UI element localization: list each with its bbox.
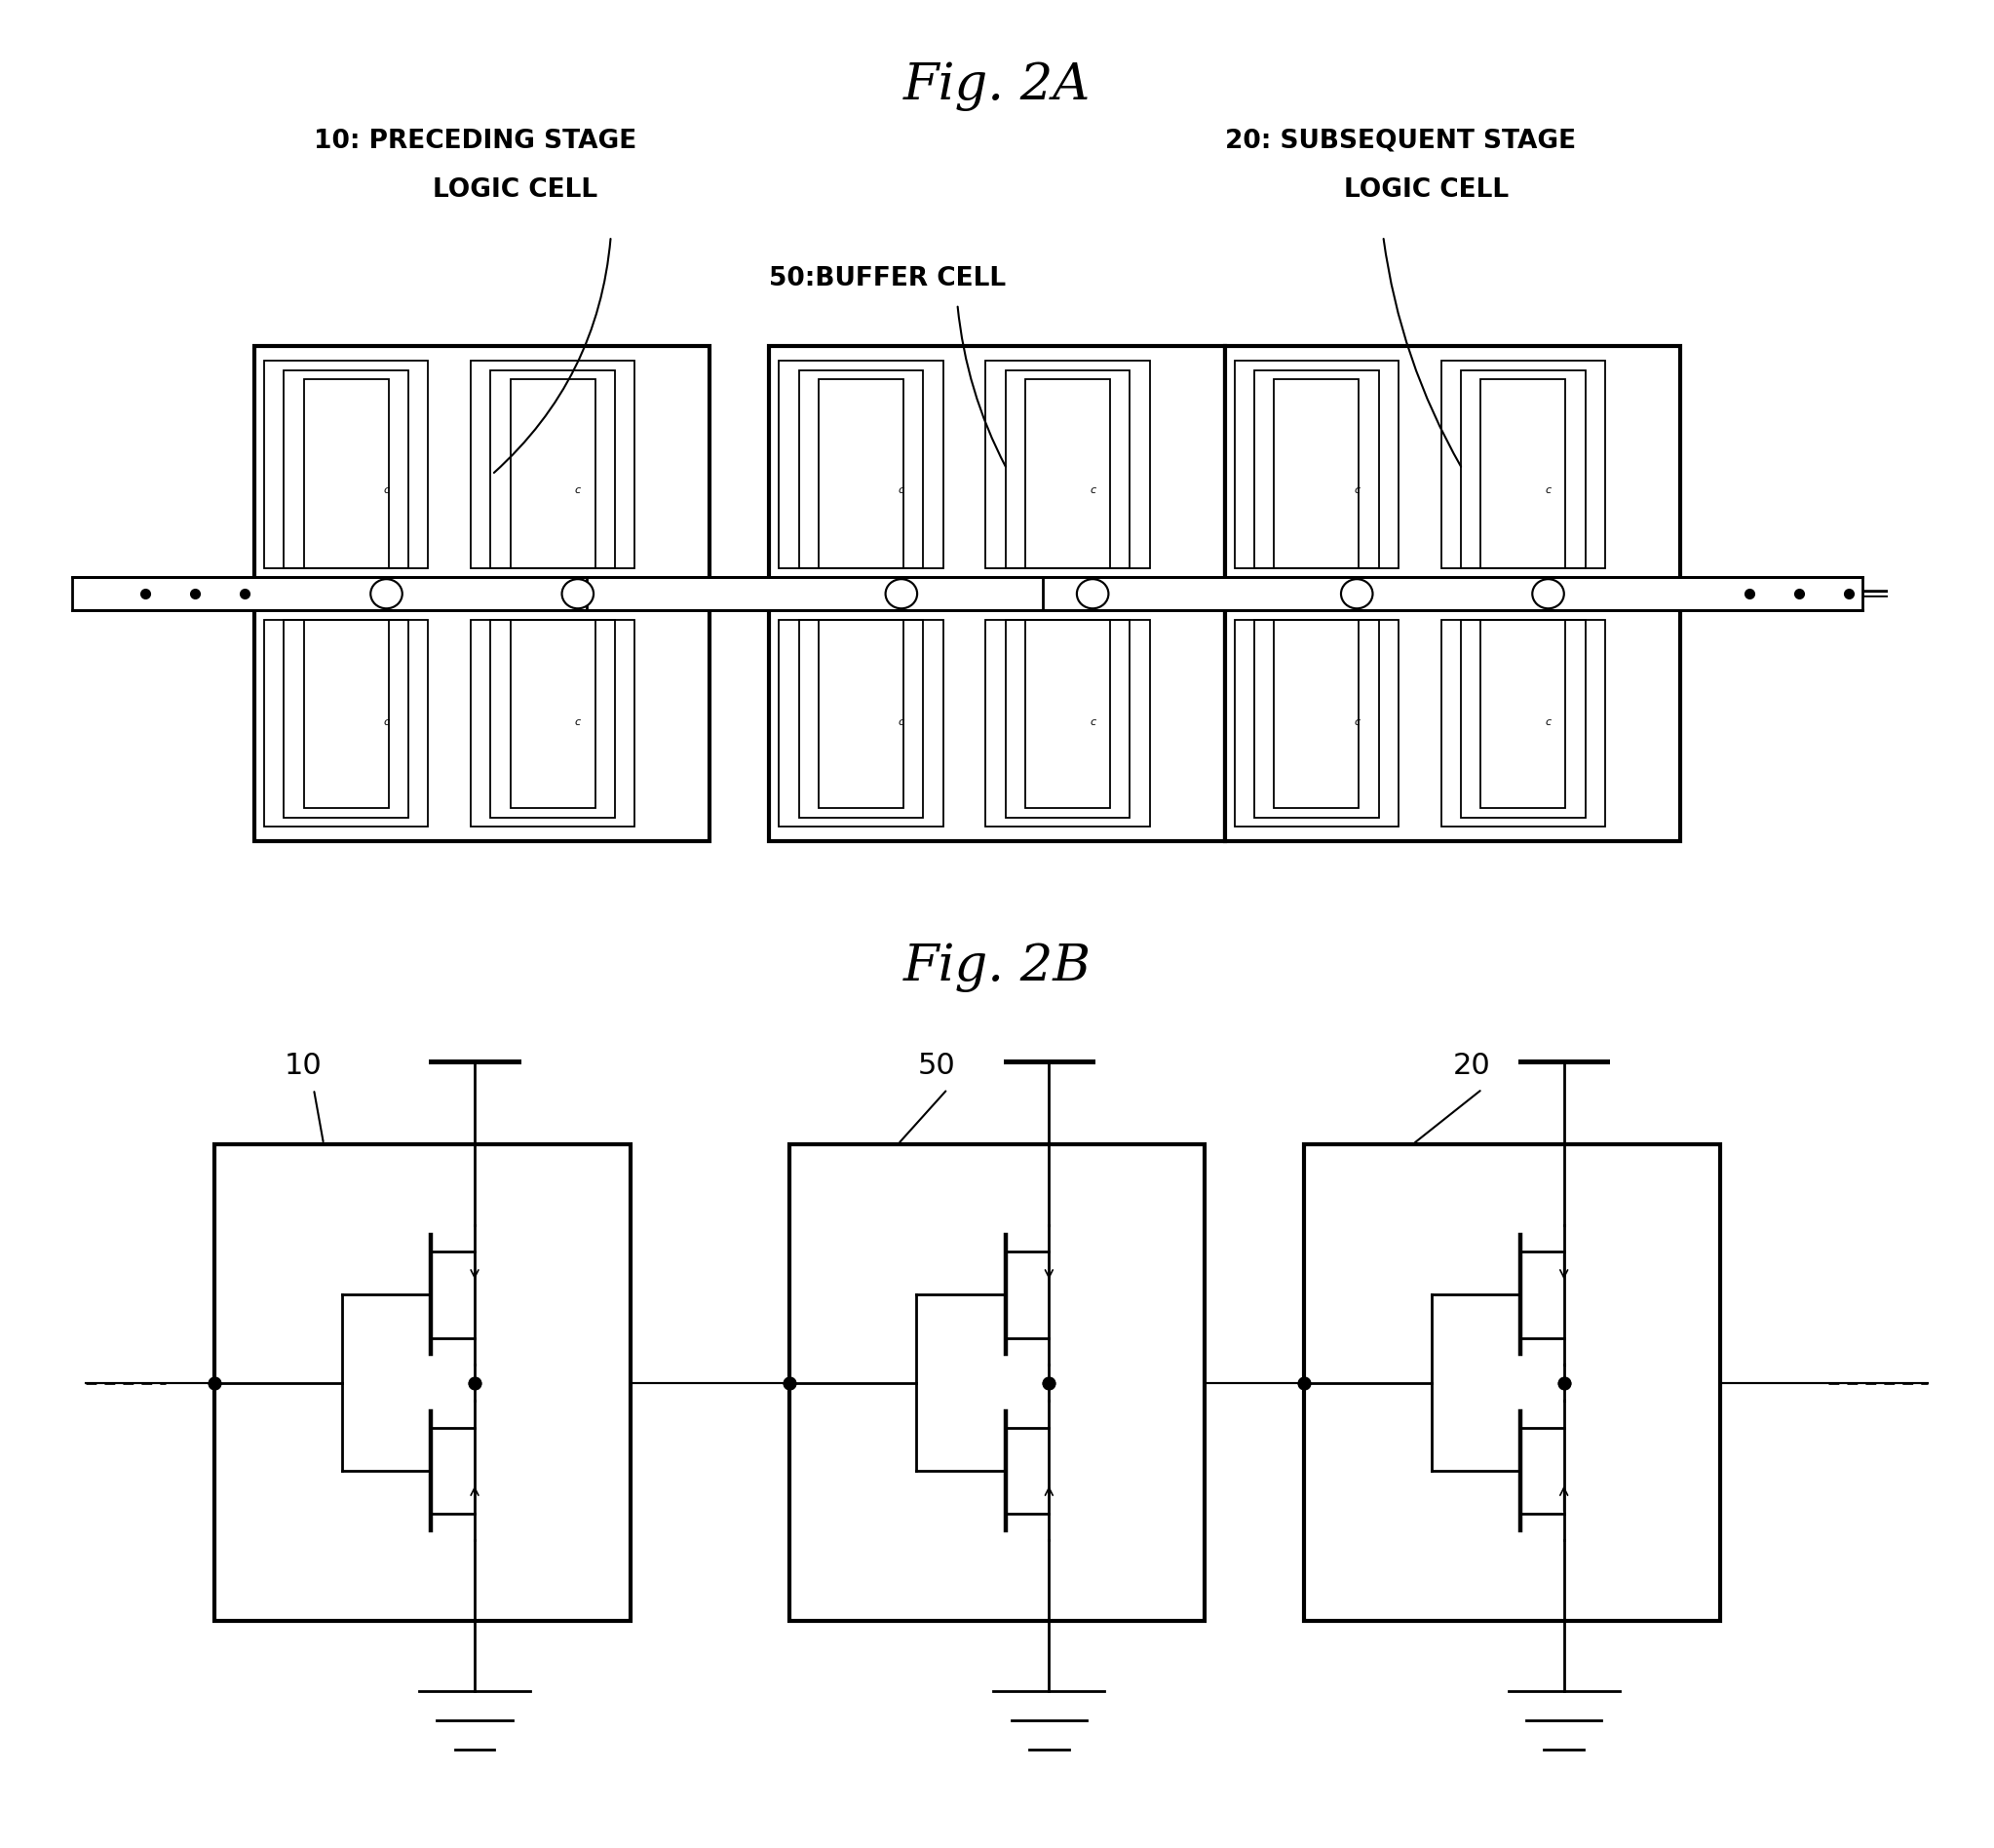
Text: c: c bbox=[574, 484, 580, 495]
Bar bbox=[510, 379, 594, 567]
Bar bbox=[471, 619, 634, 826]
Bar bbox=[510, 619, 594, 808]
Bar bbox=[491, 619, 614, 817]
Bar bbox=[303, 619, 389, 808]
Bar bbox=[770, 346, 1224, 841]
Bar bbox=[283, 619, 409, 817]
Bar bbox=[1442, 360, 1605, 567]
Bar bbox=[1234, 619, 1398, 826]
Circle shape bbox=[885, 578, 917, 608]
Text: c: c bbox=[1545, 717, 1551, 728]
Text: 20: SUBSEQUENT STAGE: 20: SUBSEQUENT STAGE bbox=[1224, 128, 1575, 153]
Bar bbox=[1005, 370, 1131, 567]
Bar bbox=[790, 1144, 1204, 1621]
Bar bbox=[800, 370, 923, 567]
Bar bbox=[1274, 619, 1360, 808]
Bar bbox=[1254, 370, 1378, 567]
Bar bbox=[780, 619, 943, 826]
Circle shape bbox=[562, 578, 594, 608]
Circle shape bbox=[1531, 578, 1563, 608]
Text: c: c bbox=[899, 484, 905, 495]
Text: c: c bbox=[899, 717, 905, 728]
Bar bbox=[985, 619, 1151, 826]
Text: 10: 10 bbox=[283, 1052, 321, 1079]
Bar bbox=[265, 360, 429, 567]
Bar bbox=[985, 360, 1151, 567]
Bar bbox=[215, 1144, 630, 1621]
Bar bbox=[780, 360, 943, 567]
Text: LOGIC CELL: LOGIC CELL bbox=[433, 177, 598, 203]
Circle shape bbox=[371, 578, 403, 608]
Circle shape bbox=[1077, 578, 1109, 608]
Bar bbox=[1005, 619, 1131, 817]
Text: Fig. 2B: Fig. 2B bbox=[903, 942, 1091, 992]
Bar bbox=[1043, 577, 1862, 610]
Bar bbox=[800, 619, 923, 817]
Text: LOGIC CELL: LOGIC CELL bbox=[1344, 177, 1507, 203]
Bar bbox=[1274, 379, 1360, 567]
Bar bbox=[491, 370, 614, 567]
Text: Fig. 2A: Fig. 2A bbox=[903, 61, 1091, 111]
Bar bbox=[1025, 619, 1111, 808]
Bar bbox=[1462, 619, 1585, 817]
Bar bbox=[1025, 379, 1111, 567]
Text: c: c bbox=[383, 717, 389, 728]
Bar bbox=[1482, 379, 1565, 567]
Text: c: c bbox=[1089, 484, 1095, 495]
Text: c: c bbox=[1354, 717, 1360, 728]
Bar bbox=[1442, 619, 1605, 826]
Bar bbox=[283, 370, 409, 567]
Text: 50: 50 bbox=[917, 1052, 955, 1079]
Bar bbox=[1304, 1144, 1721, 1621]
Bar bbox=[1482, 619, 1565, 808]
Bar bbox=[255, 346, 710, 841]
Bar bbox=[265, 619, 429, 826]
Text: 20: 20 bbox=[1452, 1052, 1490, 1079]
Bar bbox=[820, 379, 903, 567]
Bar bbox=[1462, 370, 1585, 567]
Text: c: c bbox=[1089, 717, 1095, 728]
Bar bbox=[1224, 346, 1681, 841]
Bar bbox=[72, 577, 891, 610]
Text: c: c bbox=[383, 484, 389, 495]
Circle shape bbox=[1342, 578, 1372, 608]
Bar bbox=[820, 619, 903, 808]
Bar bbox=[303, 379, 389, 567]
Text: c: c bbox=[1545, 484, 1551, 495]
Bar bbox=[471, 360, 634, 567]
Text: c: c bbox=[574, 717, 580, 728]
Text: 10: PRECEDING STAGE: 10: PRECEDING STAGE bbox=[313, 128, 636, 153]
Text: 50:BUFFER CELL: 50:BUFFER CELL bbox=[770, 266, 1007, 292]
Bar bbox=[1254, 619, 1378, 817]
Text: c: c bbox=[1354, 484, 1360, 495]
Bar bbox=[586, 577, 1408, 610]
Bar bbox=[1234, 360, 1398, 567]
